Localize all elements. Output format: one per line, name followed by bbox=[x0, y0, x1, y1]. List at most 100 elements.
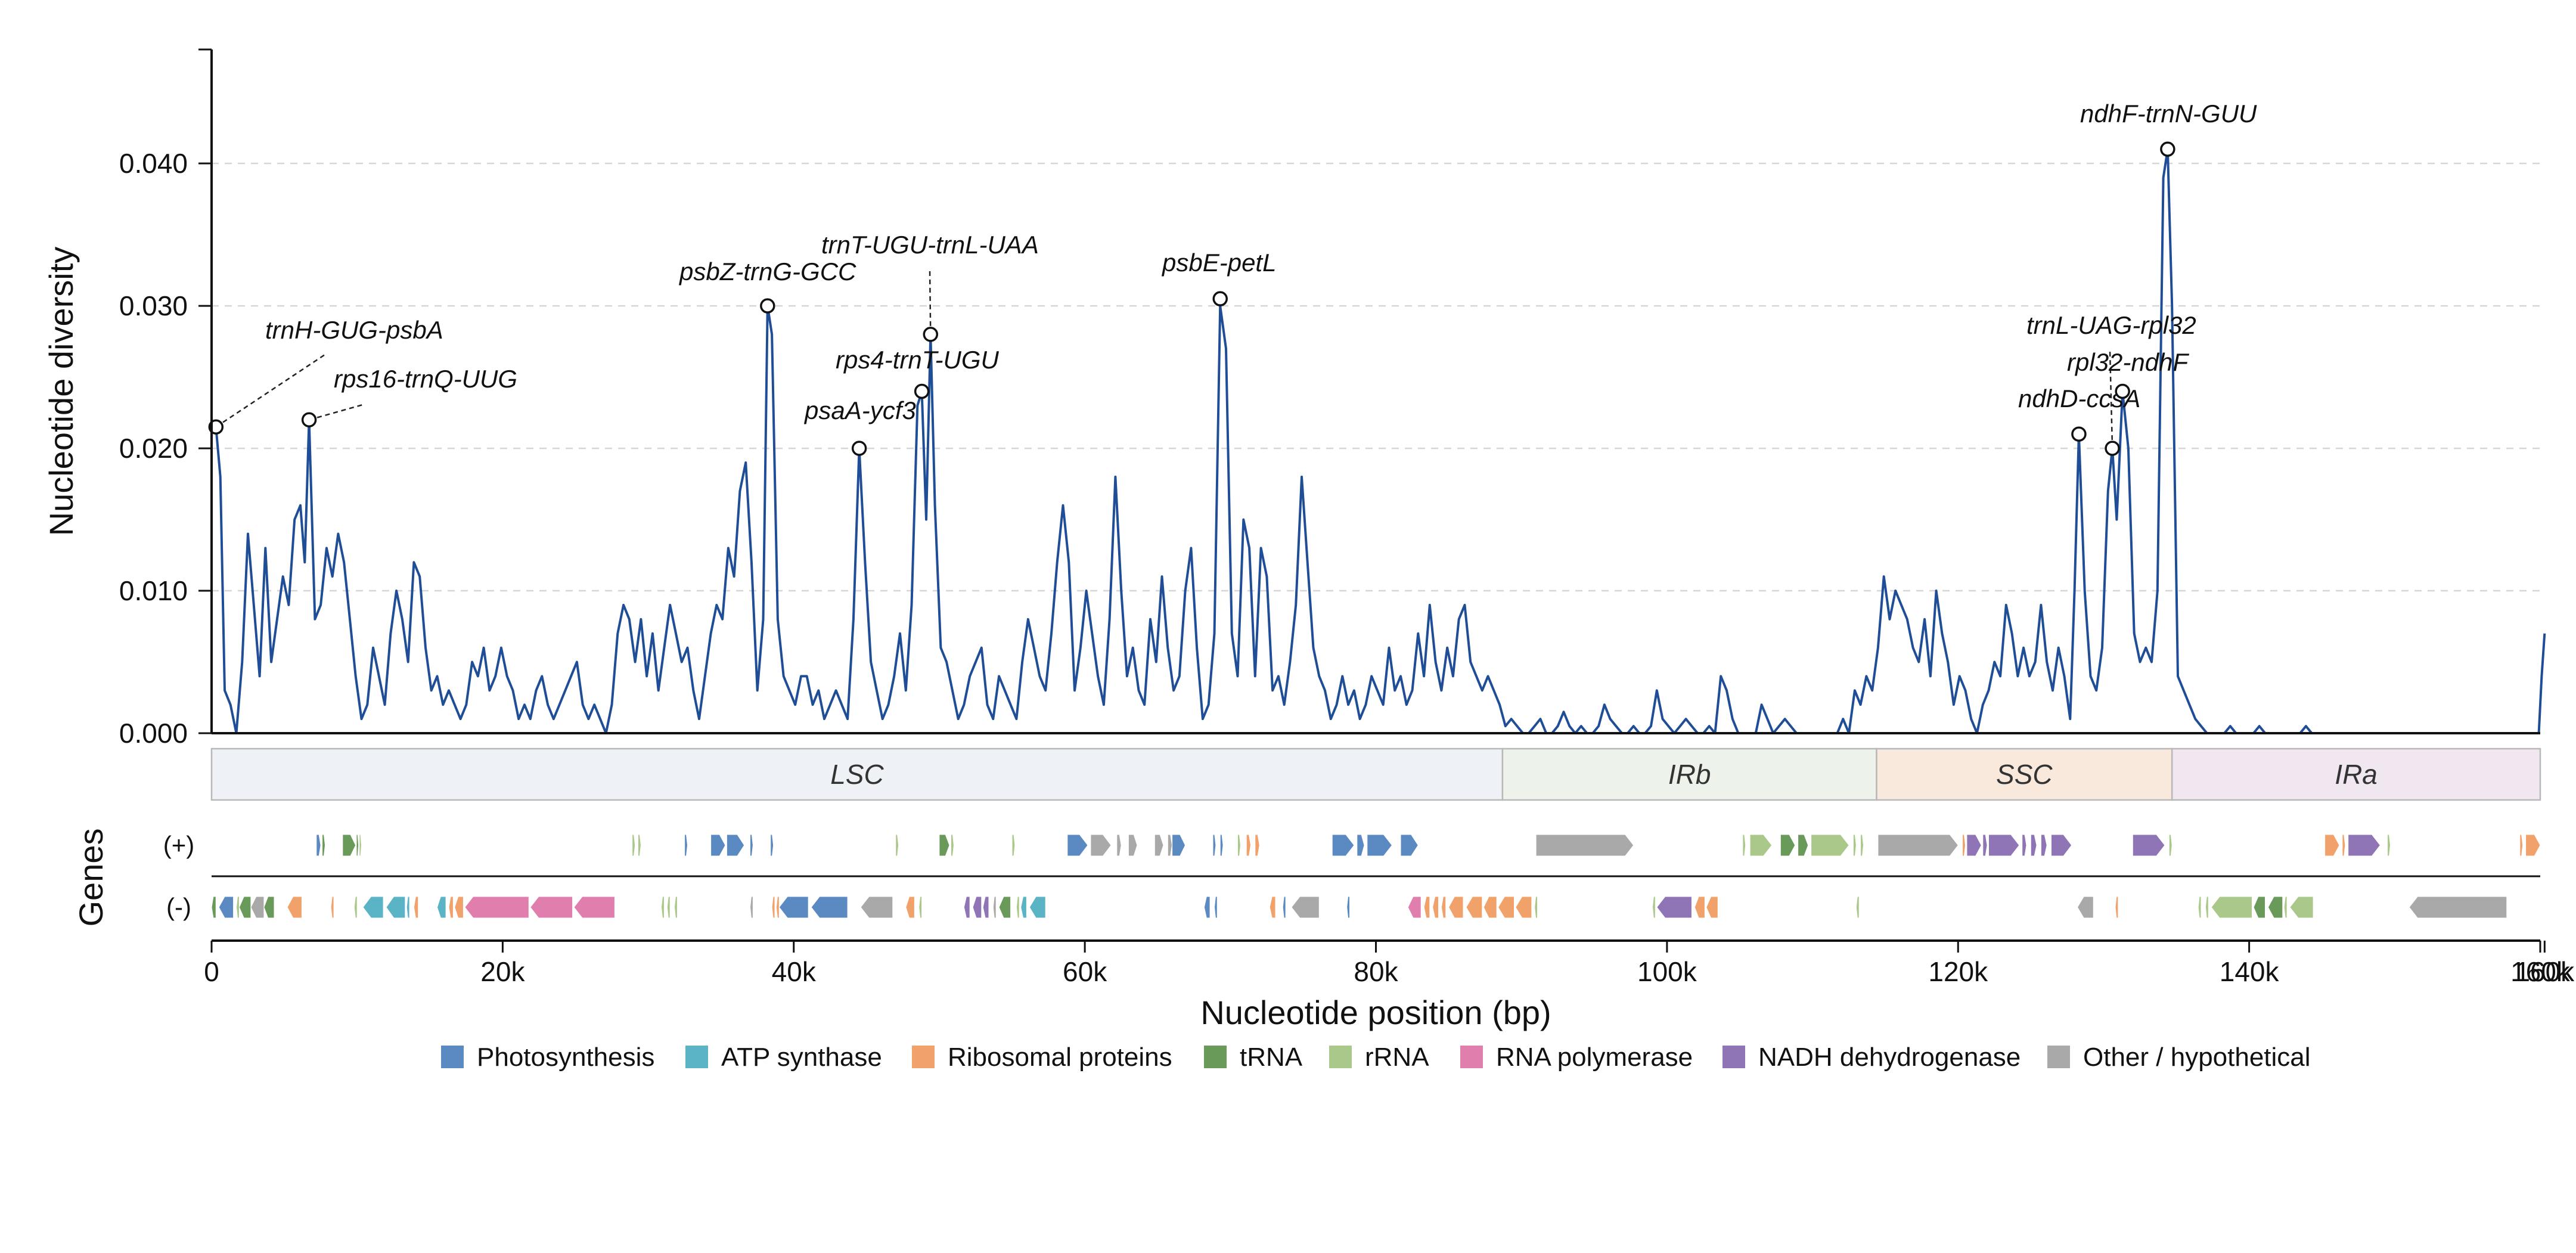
gene-minus bbox=[1448, 896, 1464, 919]
gene-plus bbox=[316, 834, 321, 857]
gene-plus bbox=[632, 834, 636, 857]
y-tick-label: 0.030 bbox=[119, 290, 188, 321]
gene-plus bbox=[1255, 834, 1260, 857]
gene-plus bbox=[2022, 834, 2027, 857]
gene-plus bbox=[1357, 834, 1365, 857]
gene-minus bbox=[1498, 896, 1514, 919]
gene-plus bbox=[2324, 834, 2340, 857]
gene-minus bbox=[353, 896, 358, 919]
gene-plus bbox=[2132, 834, 2165, 857]
gene-minus bbox=[749, 896, 753, 919]
gene-minus bbox=[1213, 896, 1218, 919]
gene-minus bbox=[918, 896, 923, 919]
peak-label: rps4-trnT-UGU bbox=[836, 346, 999, 374]
gene-minus bbox=[573, 896, 615, 919]
gene-plus bbox=[710, 834, 726, 857]
gene-minus bbox=[771, 896, 775, 919]
gene-plus bbox=[2342, 834, 2346, 857]
legend-swatch bbox=[1329, 1046, 1352, 1068]
peak-marker bbox=[2071, 426, 2087, 442]
gene-plus bbox=[1877, 834, 1959, 857]
x-tick-label: 60k bbox=[1063, 956, 1107, 987]
gene-minus bbox=[666, 896, 671, 919]
legend-label: Ribosomal proteins bbox=[948, 1043, 1172, 1072]
region-lsc bbox=[210, 748, 1504, 801]
gene-plus bbox=[2348, 834, 2381, 857]
peak-label: trnT-UGU-trnL-UAA bbox=[821, 231, 1039, 259]
region-ssc bbox=[1876, 748, 2173, 801]
gene-plus bbox=[2525, 834, 2541, 857]
y-tick-label: 0.040 bbox=[119, 148, 188, 179]
gene-minus bbox=[2205, 896, 2209, 919]
gene-plus bbox=[1332, 834, 1355, 857]
gene-plus bbox=[1367, 834, 1393, 857]
region-label-ssc: SSC bbox=[1996, 759, 2053, 790]
peak-label: rps16-trnQ-UUG bbox=[334, 365, 517, 393]
gene-minus bbox=[992, 896, 997, 919]
gene-minus bbox=[330, 896, 334, 919]
y-tick-label: 0.000 bbox=[119, 718, 188, 749]
gene-minus bbox=[775, 896, 780, 919]
region-irb bbox=[1501, 748, 1877, 801]
gene-minus bbox=[454, 896, 464, 919]
gene-plus bbox=[1067, 834, 1088, 857]
gene-minus bbox=[2115, 896, 2119, 919]
y-tick-label: 0.020 bbox=[119, 433, 188, 464]
gene-minus bbox=[1020, 896, 1027, 919]
gene-plus bbox=[2168, 834, 2172, 857]
gene-minus bbox=[406, 896, 410, 919]
peak-label: trnL-UAG-rpl32 bbox=[2026, 311, 2196, 339]
gene-minus bbox=[982, 896, 989, 919]
genome-regions-track: LSC IRb SSC IRa bbox=[210, 748, 2541, 801]
gene-plus bbox=[356, 834, 359, 857]
gene-plus bbox=[2051, 834, 2072, 857]
gene-plus bbox=[1167, 834, 1173, 857]
gene-plus bbox=[1154, 834, 1164, 857]
gene-map-track: (+) (-) Genes bbox=[72, 829, 2541, 942]
legend-label: Other / hypothetical bbox=[2083, 1043, 2311, 1072]
strand-label-minus: (-) bbox=[166, 893, 191, 921]
region-label-ira: IRa bbox=[2335, 759, 2378, 790]
gene-minus bbox=[963, 896, 970, 919]
gene-plus bbox=[770, 834, 774, 857]
gene-minus bbox=[1483, 896, 1497, 919]
legend-swatch bbox=[441, 1046, 464, 1068]
gene-minus bbox=[287, 896, 302, 919]
gene-minus bbox=[211, 896, 216, 919]
gene-plus bbox=[1852, 834, 1857, 857]
y-axis-title: Nucleotide diversity bbox=[42, 247, 80, 536]
gene-minus bbox=[811, 896, 848, 919]
gene-minus bbox=[1423, 896, 1430, 919]
gene-minus bbox=[1515, 896, 1532, 919]
gene-plus bbox=[1090, 834, 1112, 857]
gene-minus bbox=[998, 896, 1011, 919]
gene-minus bbox=[2211, 896, 2252, 919]
gene-plus bbox=[1219, 834, 1224, 857]
gene-minus bbox=[436, 896, 446, 919]
gene-plus bbox=[1982, 834, 1988, 857]
gene-minus bbox=[1346, 896, 1350, 919]
x-tick-label: 80k bbox=[1354, 956, 1398, 987]
gene-plus bbox=[1011, 834, 1016, 857]
legend-swatch bbox=[912, 1046, 935, 1068]
gene-minus bbox=[660, 896, 665, 919]
x-tick-label: 160k bbox=[2515, 956, 2575, 987]
gene-minus bbox=[1282, 896, 1286, 919]
legend-swatch bbox=[1204, 1046, 1227, 1068]
legend-swatch bbox=[1460, 1046, 1483, 1068]
peak-marker bbox=[2160, 141, 2175, 157]
x-tick-label: 20k bbox=[480, 956, 525, 987]
gene-minus bbox=[1016, 896, 1020, 919]
peak-marker bbox=[2115, 383, 2130, 399]
gene-plus bbox=[1128, 834, 1138, 857]
gene-plus bbox=[1988, 834, 2020, 857]
gene-minus bbox=[860, 896, 893, 919]
gene-plus bbox=[2030, 834, 2037, 857]
gene-plus bbox=[1535, 834, 1634, 857]
axes: 0.000 0.010 0.020 0.030 0.040 Nucleotide dive… bbox=[42, 48, 2575, 1031]
gene-minus bbox=[778, 896, 809, 919]
gene-minus bbox=[448, 896, 454, 919]
gene-plus bbox=[726, 834, 745, 857]
gene-plus bbox=[1246, 834, 1252, 857]
legend-swatch bbox=[1722, 1046, 1745, 1068]
